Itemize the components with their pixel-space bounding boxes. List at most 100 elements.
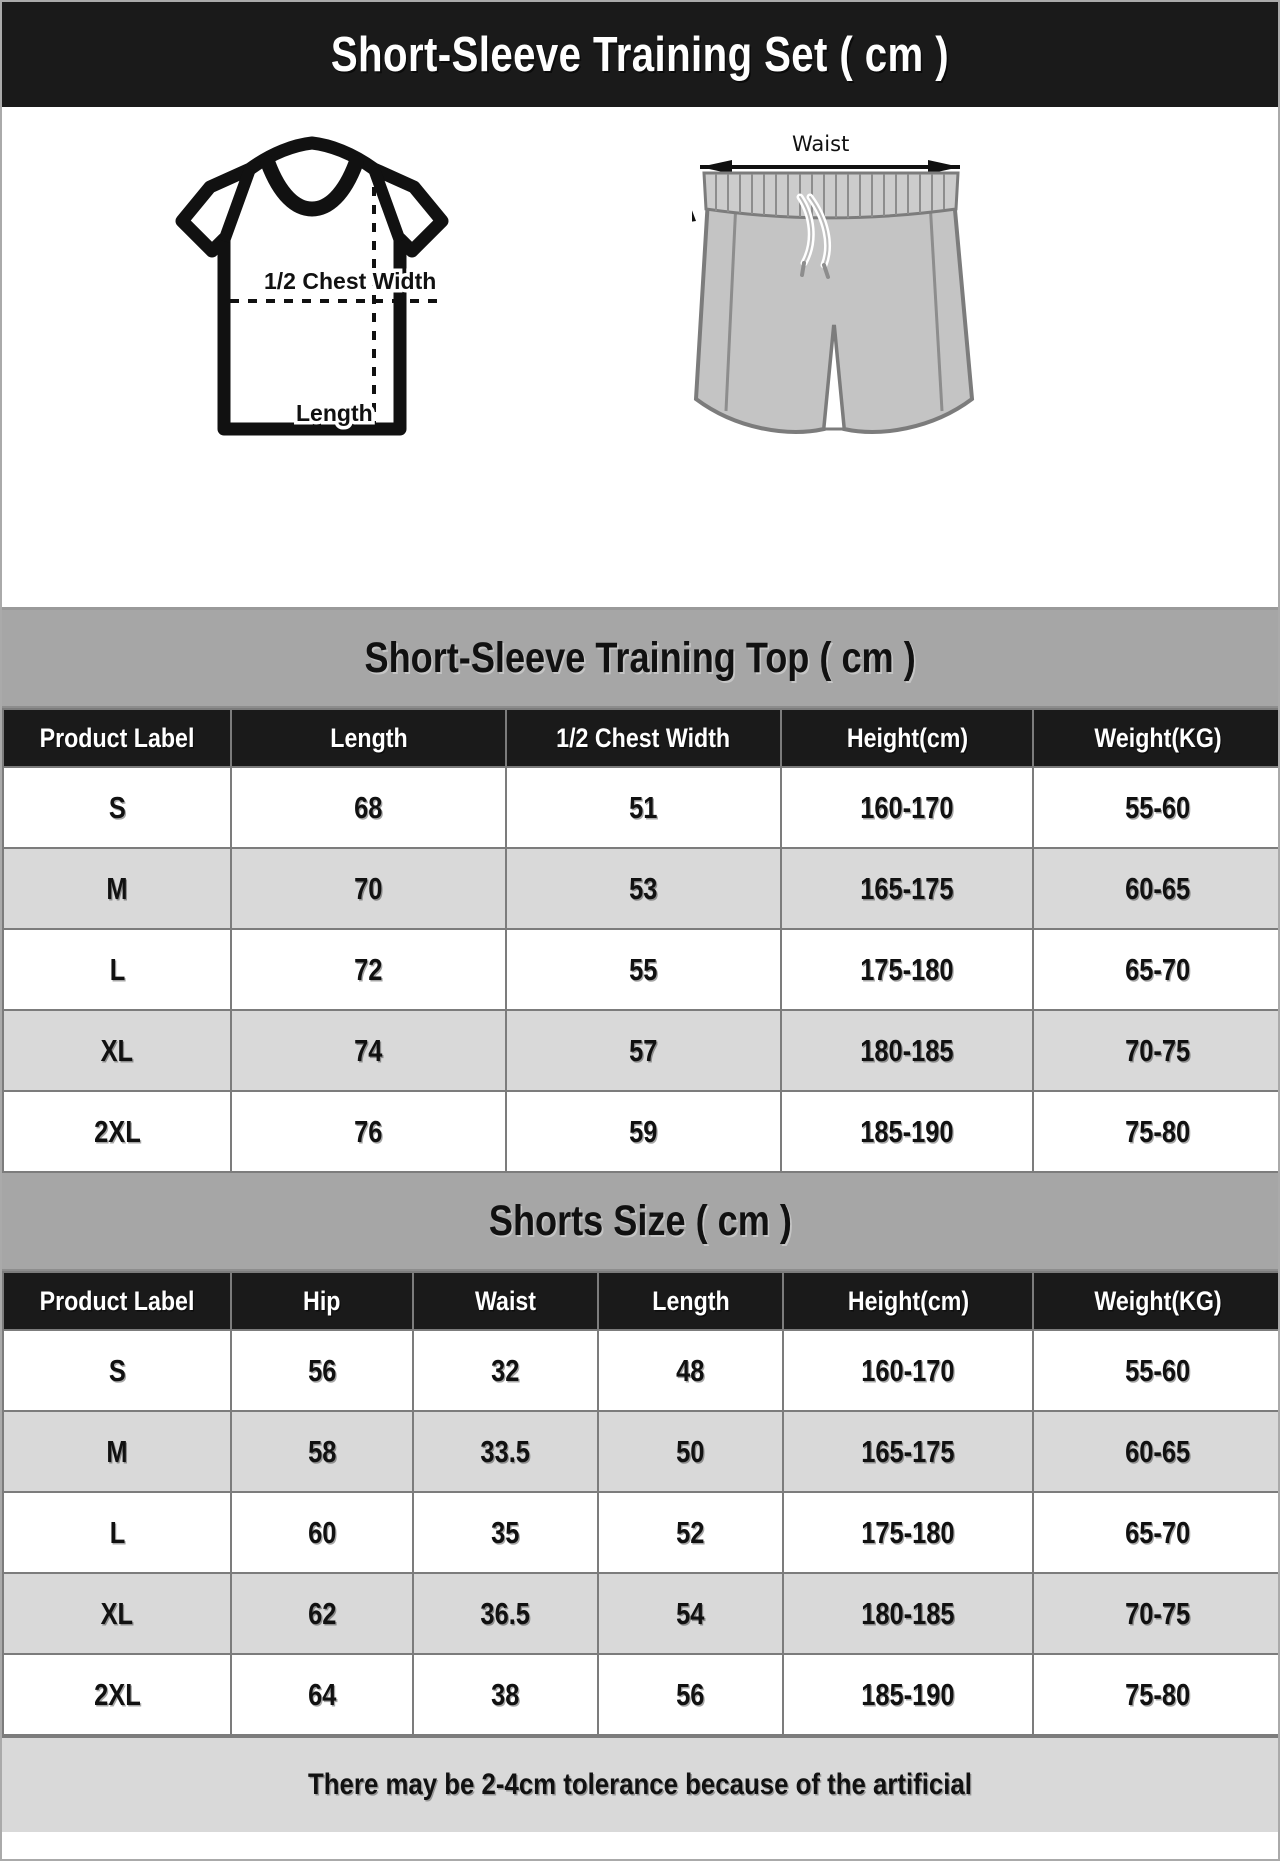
chart-title-bar: Short-Sleeve Training Set ( cm ) <box>2 2 1278 107</box>
cell-size: XL <box>2 1572 232 1655</box>
table-row: XL 74 57 180-185 70-75 <box>2 1009 1278 1092</box>
cell-weight: 75-80 <box>1032 1090 1278 1173</box>
chest-width-label: 1/2 Chest Width <box>264 268 436 294</box>
cell-height: 185-190 <box>780 1090 1034 1173</box>
cell-chest-width: 55 <box>505 928 782 1011</box>
cell-waist: 33.5 <box>412 1410 599 1493</box>
top-size-table: Product Label Length 1/2 Chest Width Hei… <box>2 708 1278 1173</box>
shorts-col-weight: Weight(KG) <box>1032 1271 1278 1331</box>
table-row: S 68 51 160-170 55-60 <box>2 766 1278 849</box>
cell-waist: 36.5 <box>412 1572 599 1655</box>
cell-weight: 70-75 <box>1032 1009 1278 1092</box>
shorts-leg-split <box>822 324 846 431</box>
table-row: XL 62 36.5 54 180-185 70-75 <box>2 1572 1278 1655</box>
top-table-header-row: Product Label Length 1/2 Chest Width Hei… <box>2 708 1278 768</box>
cell-length: 48 <box>597 1329 784 1412</box>
cell-chest-width: 53 <box>505 847 782 930</box>
cell-hip: 58 <box>230 1410 414 1493</box>
top-section-title: Short-Sleeve Training Top ( cm ) <box>364 633 916 682</box>
cell-height: 160-170 <box>782 1329 1034 1412</box>
cell-size: M <box>2 847 232 930</box>
cell-length: 70 <box>230 847 507 930</box>
cell-size: 2XL <box>2 1653 232 1736</box>
cell-weight: 55-60 <box>1032 1329 1278 1412</box>
cell-chest-width: 51 <box>505 766 782 849</box>
cell-weight: 55-60 <box>1032 766 1278 849</box>
shirt-right-shoulder-seam <box>368 166 406 244</box>
waist-measure-arrow <box>700 160 960 174</box>
cell-size: S <box>2 766 232 849</box>
shorts-col-waist: Waist <box>412 1271 599 1331</box>
shorts-section-title: Shorts Size ( cm ) <box>488 1196 792 1245</box>
table-row: 2XL 76 59 185-190 75-80 <box>2 1090 1278 1173</box>
cell-length: 56 <box>597 1653 784 1736</box>
cell-hip: 56 <box>230 1329 414 1412</box>
shorts-drawstring <box>796 193 831 279</box>
cell-height: 180-185 <box>780 1009 1034 1092</box>
shorts-left-seam <box>724 200 738 412</box>
cell-waist: 35 <box>412 1491 599 1574</box>
cell-height: 165-175 <box>780 847 1034 930</box>
table-row: 2XL 64 38 56 185-190 75-80 <box>2 1653 1278 1736</box>
shirt-length-label: Length <box>296 400 373 426</box>
cell-weight: 75-80 <box>1032 1653 1278 1736</box>
shorts-section-band: Shorts Size ( cm ) <box>2 1173 1278 1271</box>
shorts-waistband <box>702 171 960 220</box>
cell-length: 50 <box>597 1410 784 1493</box>
top-section-band: Short-Sleeve Training Top ( cm ) <box>2 610 1278 708</box>
cell-weight: 65-70 <box>1032 1491 1278 1574</box>
table-row: L 60 35 52 175-180 65-70 <box>2 1491 1278 1574</box>
shorts-col-height: Height(cm) <box>782 1271 1034 1331</box>
cell-chest-width: 59 <box>505 1090 782 1173</box>
cell-weight: 60-65 <box>1032 1410 1278 1493</box>
shorts-table-header-row: Product Label Hip Waist Length Height(cm… <box>2 1271 1278 1331</box>
cell-height: 185-190 <box>782 1653 1034 1736</box>
tolerance-note: There may be 2-4cm tolerance because of … <box>308 1768 972 1801</box>
cell-size: L <box>2 928 232 1011</box>
length-measure-arrow <box>692 210 696 222</box>
shorts-right-seam <box>928 200 944 412</box>
cell-length: 52 <box>597 1491 784 1574</box>
table-row: M 58 33.5 50 165-175 60-65 <box>2 1410 1278 1493</box>
tolerance-note-bar: There may be 2-4cm tolerance because of … <box>2 1736 1278 1832</box>
table-row: S 56 32 48 160-170 55-60 <box>2 1329 1278 1412</box>
shirt-outline <box>175 136 449 436</box>
shorts-col-hip: Hip <box>230 1271 414 1331</box>
cell-length: 74 <box>230 1009 507 1092</box>
cell-weight: 60-65 <box>1032 847 1278 930</box>
shorts-col-product-label: Product Label <box>2 1271 232 1331</box>
cell-chest-width: 57 <box>505 1009 782 1092</box>
shirt-left-shoulder-seam <box>218 166 256 244</box>
cell-height: 175-180 <box>780 928 1034 1011</box>
cell-length: 68 <box>230 766 507 849</box>
cell-weight: 65-70 <box>1032 928 1278 1011</box>
top-col-product-label: Product Label <box>2 708 232 768</box>
shorts-size-table: Product Label Hip Waist Length Height(cm… <box>2 1271 1278 1736</box>
top-col-chest-width: 1/2 Chest Width <box>505 708 782 768</box>
table-row: M 70 53 165-175 60-65 <box>2 847 1278 930</box>
waist-label: Waist <box>792 132 849 156</box>
illustration-area: 1/2 Chest Width Length Waist <box>2 107 1278 610</box>
shirt-collar <box>260 155 364 217</box>
cell-height: 165-175 <box>782 1410 1034 1493</box>
top-col-height: Height(cm) <box>780 708 1034 768</box>
t-shirt-diagram: 1/2 Chest Width Length <box>112 129 512 569</box>
cell-hip: 64 <box>230 1653 414 1736</box>
table-row: L 72 55 175-180 65-70 <box>2 928 1278 1011</box>
cell-length: 76 <box>230 1090 507 1173</box>
shorts-diagram: Waist Length <box>692 129 1092 569</box>
cell-weight: 70-75 <box>1032 1572 1278 1655</box>
top-col-length: Length <box>230 708 507 768</box>
cell-waist: 38 <box>412 1653 599 1736</box>
page-title: Short-Sleeve Training Set ( cm ) <box>330 27 950 82</box>
cell-length: 72 <box>230 928 507 1011</box>
cell-size: M <box>2 1410 232 1493</box>
cell-waist: 32 <box>412 1329 599 1412</box>
t-shirt-svg: 1/2 Chest Width Length <box>175 136 449 436</box>
cell-height: 175-180 <box>782 1491 1034 1574</box>
cell-size: S <box>2 1329 232 1412</box>
cell-height: 180-185 <box>782 1572 1034 1655</box>
cell-hip: 62 <box>230 1572 414 1655</box>
shorts-col-length: Length <box>597 1271 784 1331</box>
